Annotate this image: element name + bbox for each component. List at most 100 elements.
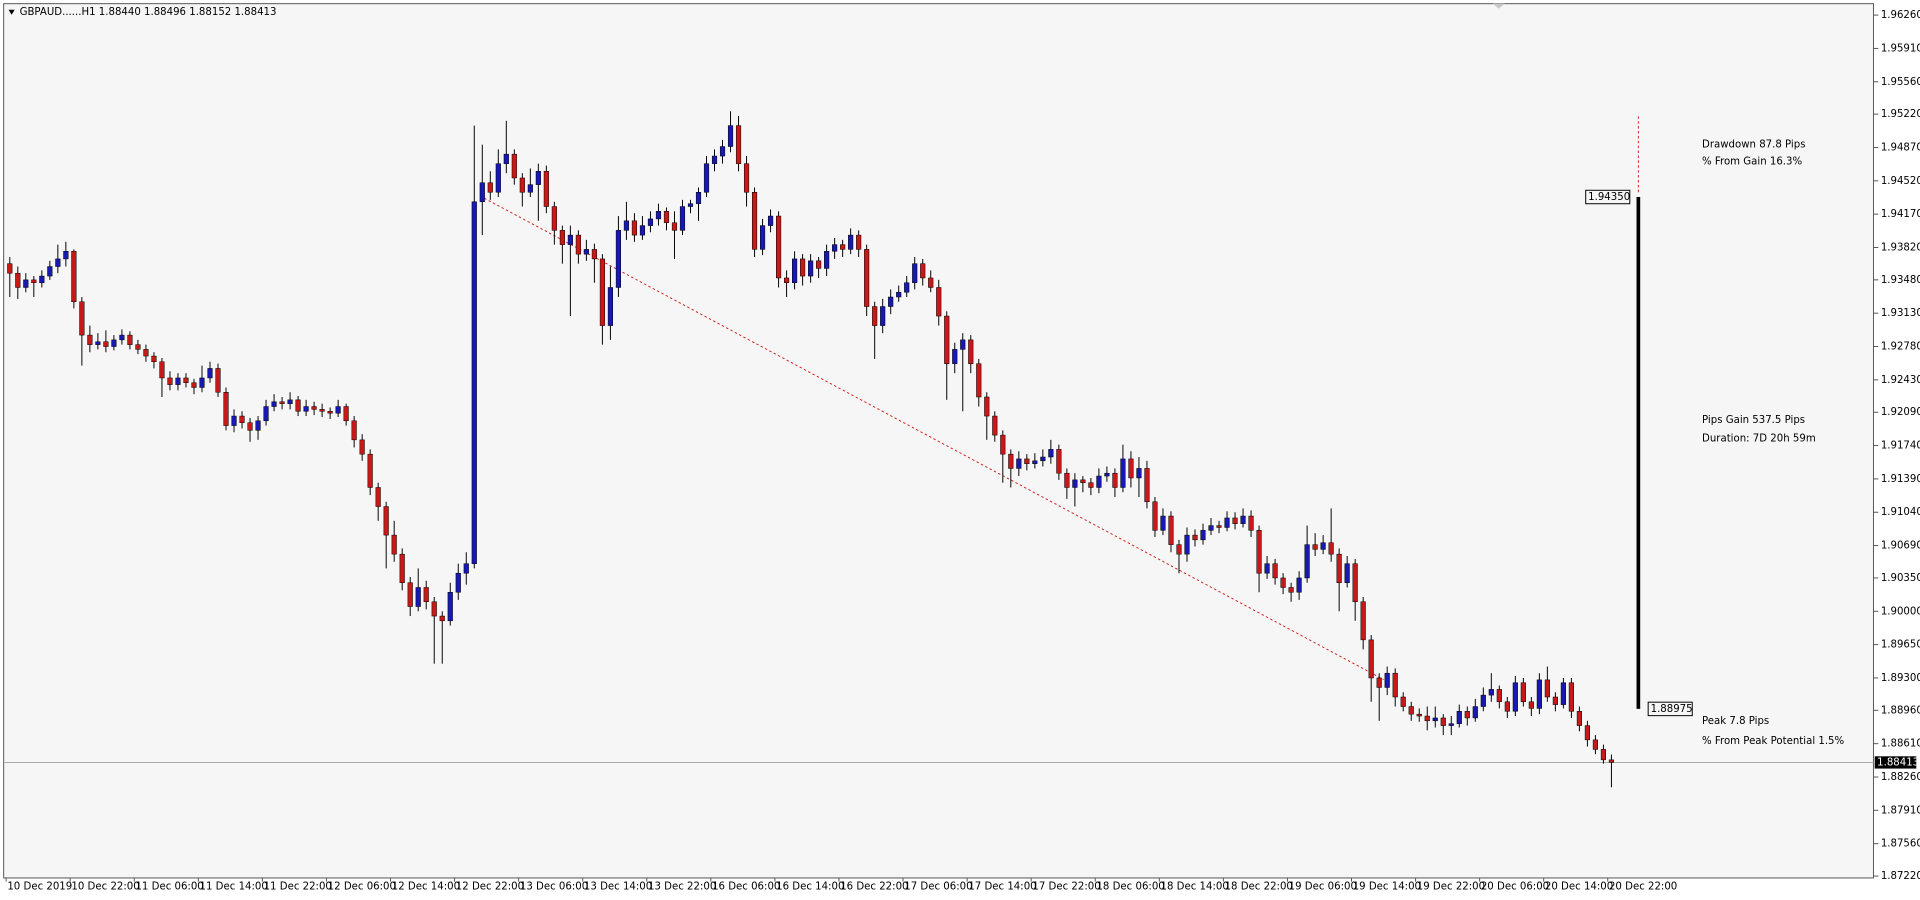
candle-body	[1376, 677, 1382, 688]
candle-body	[1568, 682, 1574, 712]
candle-body	[343, 406, 349, 422]
x-tick-label: 20 Dec 22:00	[1609, 882, 1677, 893]
candle-body	[655, 211, 662, 220]
candle-body	[199, 377, 205, 388]
candle-body	[383, 506, 389, 536]
y-tick-label: 1.88960	[1881, 705, 1920, 716]
chart-layer: 1.96260 1.95910 1.95560 1.95220 1.94870 1.945…	[3, 10, 1920, 893]
candle-body	[463, 563, 469, 574]
candle-body	[215, 368, 221, 393]
x-tick-label: 18 Dec 14:00	[1161, 882, 1229, 893]
candle-body	[623, 220, 629, 231]
y-tick-label: 1.89650	[1881, 640, 1920, 651]
candle-body	[135, 344, 141, 350]
candle-body	[359, 439, 365, 455]
candle-body	[1584, 725, 1590, 741]
candle-body	[1464, 711, 1470, 719]
x-tick-label: 19 Dec 22:00	[1417, 882, 1485, 893]
x-tick-label: 13 Dec 22:00	[648, 882, 716, 893]
x-tick-label: 12 Dec 14:00	[392, 882, 460, 893]
candle-body	[912, 263, 918, 283]
candle-body	[1208, 525, 1214, 531]
candle-body	[944, 315, 950, 364]
candle-body	[816, 260, 822, 269]
candle-body	[55, 258, 61, 267]
level-box	[1647, 701, 1693, 717]
x-tick-label: 16 Dec 22:00	[840, 882, 908, 893]
candle-body	[792, 258, 798, 283]
candle-body	[119, 334, 125, 341]
candle-body	[71, 251, 77, 303]
candle-body	[1448, 723, 1454, 726]
candle-body	[1416, 713, 1422, 717]
candle-body	[1176, 544, 1182, 555]
y-tick-label: 1.87560	[1881, 839, 1920, 850]
candle-body	[351, 420, 357, 441]
annotation: % From Peak Potential 1.5%	[1702, 736, 1844, 747]
candle-body	[575, 234, 581, 255]
candle-body	[599, 258, 605, 326]
candle-body	[1040, 456, 1046, 462]
candle-body	[1440, 717, 1446, 726]
candle-body	[247, 422, 253, 431]
candle-body	[1008, 453, 1014, 469]
candle-body	[295, 399, 301, 412]
candle-body	[840, 244, 846, 250]
candle-body	[335, 406, 341, 414]
candle-body	[183, 377, 189, 383]
candle-body	[1528, 701, 1534, 709]
candle-body	[703, 163, 710, 193]
candle-body	[439, 615, 445, 622]
candle-body	[1360, 601, 1366, 641]
symbol-header: GBPAUD......H1 1.88440 1.88496 1.88152 1…	[20, 7, 277, 18]
candle-body	[391, 534, 397, 555]
candle-body	[1472, 706, 1478, 719]
candle-body	[495, 163, 501, 193]
candle-body	[15, 272, 21, 288]
x-tick-label: 11 Dec 22:00	[264, 882, 332, 893]
candle-body	[143, 349, 149, 357]
candle-body	[1264, 563, 1270, 574]
collapse-icon[interactable]	[8, 9, 15, 15]
y-tick-label: 1.92430	[1881, 375, 1920, 386]
y-tick-label: 1.93480	[1881, 275, 1920, 286]
candle-body	[1184, 534, 1190, 555]
candle-body	[1072, 479, 1078, 488]
candle-body	[1200, 530, 1206, 541]
candle-body	[1000, 434, 1006, 455]
candle-body	[663, 211, 670, 223]
candle-body	[1328, 542, 1334, 555]
candle-body	[864, 249, 870, 307]
candle-body	[1512, 682, 1518, 712]
candle-body	[111, 339, 117, 347]
candle-body	[1312, 544, 1318, 550]
candle-body	[175, 377, 181, 385]
candle-body	[1120, 458, 1126, 488]
candle-body	[479, 182, 485, 203]
candle-body	[896, 292, 902, 298]
candle-body	[159, 361, 165, 379]
candle-body	[1504, 701, 1510, 712]
candle-body	[1336, 553, 1342, 583]
candle-body	[671, 222, 678, 231]
candle-body	[1080, 479, 1086, 483]
y-tick-label: 1.92090	[1881, 407, 1920, 418]
x-tick-label: 17 Dec 06:00	[904, 882, 972, 893]
candle-body	[615, 230, 621, 288]
candle-body	[263, 406, 269, 422]
candle-body	[920, 263, 926, 279]
candle-body	[880, 306, 886, 326]
candle-body	[1344, 563, 1350, 583]
x-tick-label: 11 Dec 06:00	[135, 882, 203, 893]
candle-body	[1272, 563, 1278, 579]
y-tick-label: 1.90350	[1881, 573, 1920, 584]
candle-body	[800, 258, 806, 277]
level-label: 1.94350	[1588, 192, 1630, 203]
candle-body	[487, 182, 493, 193]
candle-body	[607, 287, 613, 326]
candle-body	[1088, 482, 1094, 488]
y-tick-label: 1.90690	[1881, 541, 1920, 552]
candle-body	[1128, 458, 1134, 479]
candle-body	[1544, 679, 1550, 698]
